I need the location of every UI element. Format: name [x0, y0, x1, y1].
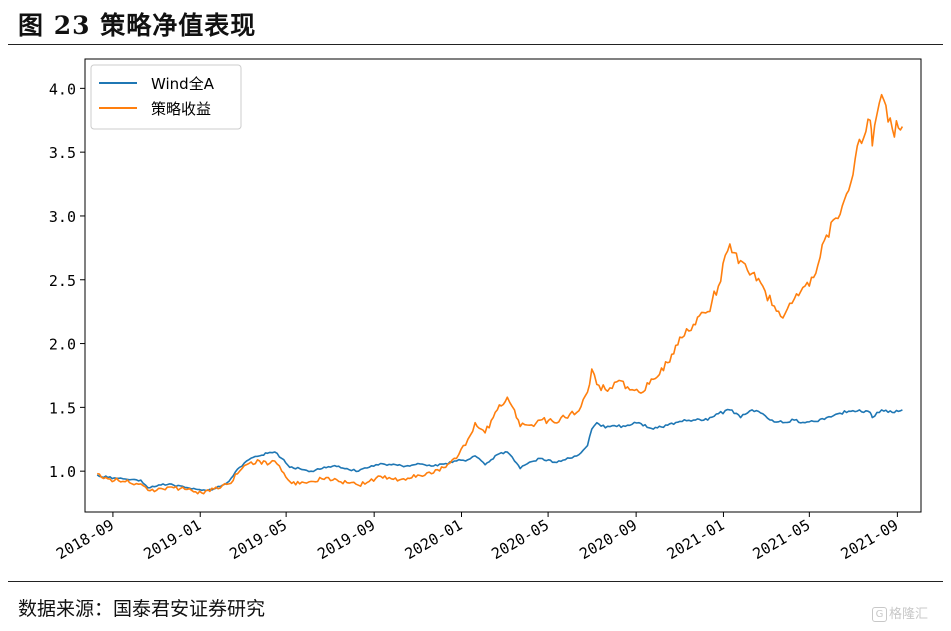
watermark-label: 格隆汇	[889, 607, 929, 622]
x-axis: 2018-09 2019-01 2019-05 2019-09 2020-01 2020-…	[53, 512, 901, 563]
x-tick-label: 2020-09	[576, 516, 640, 563]
watermark-icon: G	[872, 607, 887, 622]
x-tick-label: 2018-09	[53, 516, 117, 563]
legend-label: Wind全A	[151, 75, 215, 93]
x-tick-label: 2019-05	[226, 516, 290, 563]
y-tick-label: 1.5	[49, 399, 76, 417]
y-axis: 1.0 1.5 2.0 2.5 3.0 3.5 4.0	[49, 80, 85, 481]
x-tick-label: 2021-05	[750, 516, 814, 563]
source-note: 数据来源：国泰君安证券研究	[18, 598, 266, 620]
x-tick-label: 2019-01	[140, 516, 204, 563]
y-tick-label: 1.0	[49, 463, 76, 481]
y-tick-label: 3.0	[49, 208, 76, 226]
line-chart: 1.0 1.5 2.0 2.5 3.0 3.5 4.0 2018-09 2019-01 2019…	[49, 58, 922, 563]
x-tick-label: 2020-05	[488, 516, 552, 563]
legend: Wind全A 策略收益	[90, 64, 242, 130]
x-tick-label: 2021-01	[664, 516, 728, 563]
y-tick-label: 4.0	[49, 80, 76, 98]
y-tick-label: 3.5	[49, 144, 76, 162]
top-rule	[8, 44, 943, 45]
x-tick-label: 2019-09	[314, 516, 378, 563]
plot-lines	[96, 93, 904, 495]
series-line-strategy-return	[97, 93, 904, 495]
x-tick-label: 2020-01	[402, 516, 466, 563]
x-tick-label: 2021-09	[838, 516, 902, 563]
watermark-logo: G 格隆汇	[872, 603, 928, 622]
y-tick-label: 2.0	[49, 336, 76, 354]
figure-title: 图 23 策略净值表现	[18, 11, 257, 40]
series-line-wind-all-a	[96, 408, 903, 492]
plot-frame	[84, 58, 922, 513]
legend-label: 策略收益	[151, 100, 211, 118]
bottom-rule	[8, 581, 943, 582]
legend-box	[90, 64, 242, 130]
y-tick-label: 2.5	[49, 272, 76, 290]
